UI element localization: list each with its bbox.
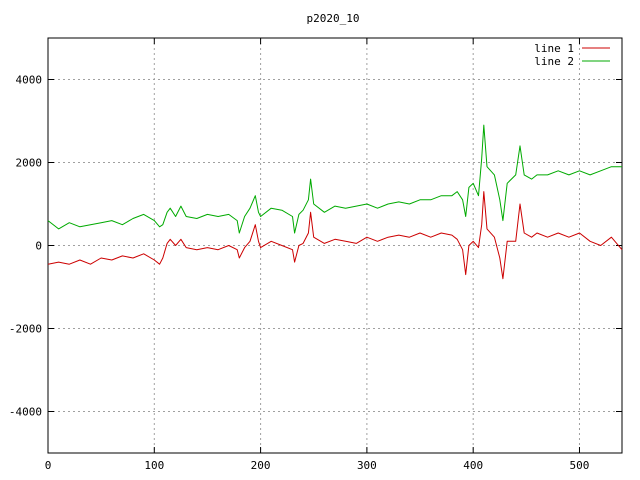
x-tick-label: 100 xyxy=(144,459,164,472)
y-tick-label: -2000 xyxy=(9,323,42,336)
series-line-2 xyxy=(47,124,622,234)
grid xyxy=(48,38,622,453)
x-tick-label: 200 xyxy=(251,459,271,472)
series-line-1 xyxy=(47,191,623,280)
legend-label-1: line 1 xyxy=(534,42,574,55)
chart-title: p2020_10 xyxy=(307,12,360,25)
y-tick-label: 0 xyxy=(35,240,42,253)
y-tick-label: 4000 xyxy=(16,74,43,87)
x-tick-label: 0 xyxy=(45,459,52,472)
y-tick-label: -4000 xyxy=(9,406,42,419)
series-group xyxy=(47,124,623,280)
legend-label-2: line 2 xyxy=(534,55,574,68)
x-tick-label: 300 xyxy=(357,459,377,472)
y-tick-label: 2000 xyxy=(16,157,43,170)
axis-ticks: 0 100 200 300 400 500 -4000 -2000 0 2000 4000 xyxy=(9,38,622,472)
x-tick-label: 400 xyxy=(463,459,483,472)
x-tick-label: 500 xyxy=(570,459,590,472)
